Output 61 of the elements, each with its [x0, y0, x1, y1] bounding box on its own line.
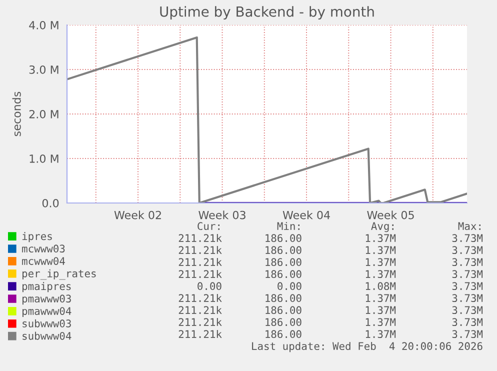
- x-tick-label: Week 05: [367, 210, 414, 220]
- text: 211.21k: [178, 306, 222, 314]
- x-tick-label: Week 04: [282, 210, 330, 220]
- text: 1.08M: [366, 282, 396, 290]
- text: Avg:: [371, 222, 394, 232]
- text: 1.37M: [366, 258, 396, 266]
- text: 211.21k: [178, 294, 222, 302]
- text: 0.00: [278, 282, 302, 290]
- y-tick-label: 0.0: [42, 198, 59, 208]
- legend-label: subwww04: [22, 332, 72, 340]
- legend-label: mcwww04: [22, 257, 65, 265]
- text: 1.37M: [366, 330, 396, 338]
- y-tick-label: 4.0 M: [29, 20, 58, 30]
- text: 3.73M: [452, 258, 483, 266]
- legend-label: mcwww03: [22, 244, 65, 253]
- text: 0.00: [198, 282, 222, 290]
- text: 3.73M: [452, 318, 483, 326]
- text: 211.21k: [178, 330, 222, 338]
- text: 186.00: [266, 246, 302, 254]
- text: 186.00: [266, 270, 302, 278]
- text: Last update: Wed Feb 4 20:00:06 2026: [252, 342, 482, 352]
- legend-label: subwww03: [22, 319, 71, 328]
- text: 1.37M: [366, 306, 396, 314]
- chart-title: Uptime by Backend - by month: [160, 6, 374, 20]
- y-axis-title: seconds: [12, 92, 21, 136]
- text: 186.00: [266, 294, 302, 302]
- text: 211.21k: [178, 318, 222, 326]
- text: 186.00: [266, 234, 302, 242]
- text: 211.21k: [178, 270, 222, 278]
- legend-label: per_ip_rates: [22, 269, 96, 280]
- text: 3.73M: [452, 294, 483, 302]
- legend-label: pmaipres: [22, 282, 71, 292]
- legend-label: pmawww03: [22, 294, 71, 305]
- text: 1.37M: [366, 318, 396, 326]
- legend-label: ipres: [22, 232, 52, 242]
- y-tick-label: 1.0 M: [30, 154, 58, 163]
- text: 186.00: [266, 258, 302, 266]
- x-tick-label: Week 02: [114, 210, 161, 220]
- y-tick-label: 3.0 M: [29, 65, 58, 74]
- text: 3.73M: [452, 246, 483, 254]
- text: 211.21k: [178, 234, 222, 242]
- text: 3.73M: [452, 330, 483, 338]
- text: 186.00: [266, 306, 302, 314]
- text: Max:: [458, 222, 480, 230]
- text: 1.37M: [366, 270, 396, 278]
- text: 3.73M: [452, 234, 483, 242]
- y-tick-label: 2.0 M: [29, 110, 58, 118]
- text: 211.21k: [178, 246, 222, 254]
- text: 3.73M: [452, 282, 483, 290]
- legend-label: pmawww04: [22, 307, 72, 317]
- text: 1.37M: [366, 294, 396, 302]
- text: 1.37M: [366, 234, 396, 242]
- text: Cur:: [198, 222, 220, 230]
- text: 3.73M: [452, 306, 483, 314]
- x-tick-label: Week 03: [198, 210, 246, 220]
- text: 186.00: [266, 330, 302, 338]
- text: 3.73M: [452, 270, 483, 278]
- text: 1.37M: [366, 246, 396, 254]
- text: 186.00: [266, 318, 302, 326]
- text: Min:: [277, 222, 300, 230]
- text: 211.21k: [178, 258, 222, 266]
